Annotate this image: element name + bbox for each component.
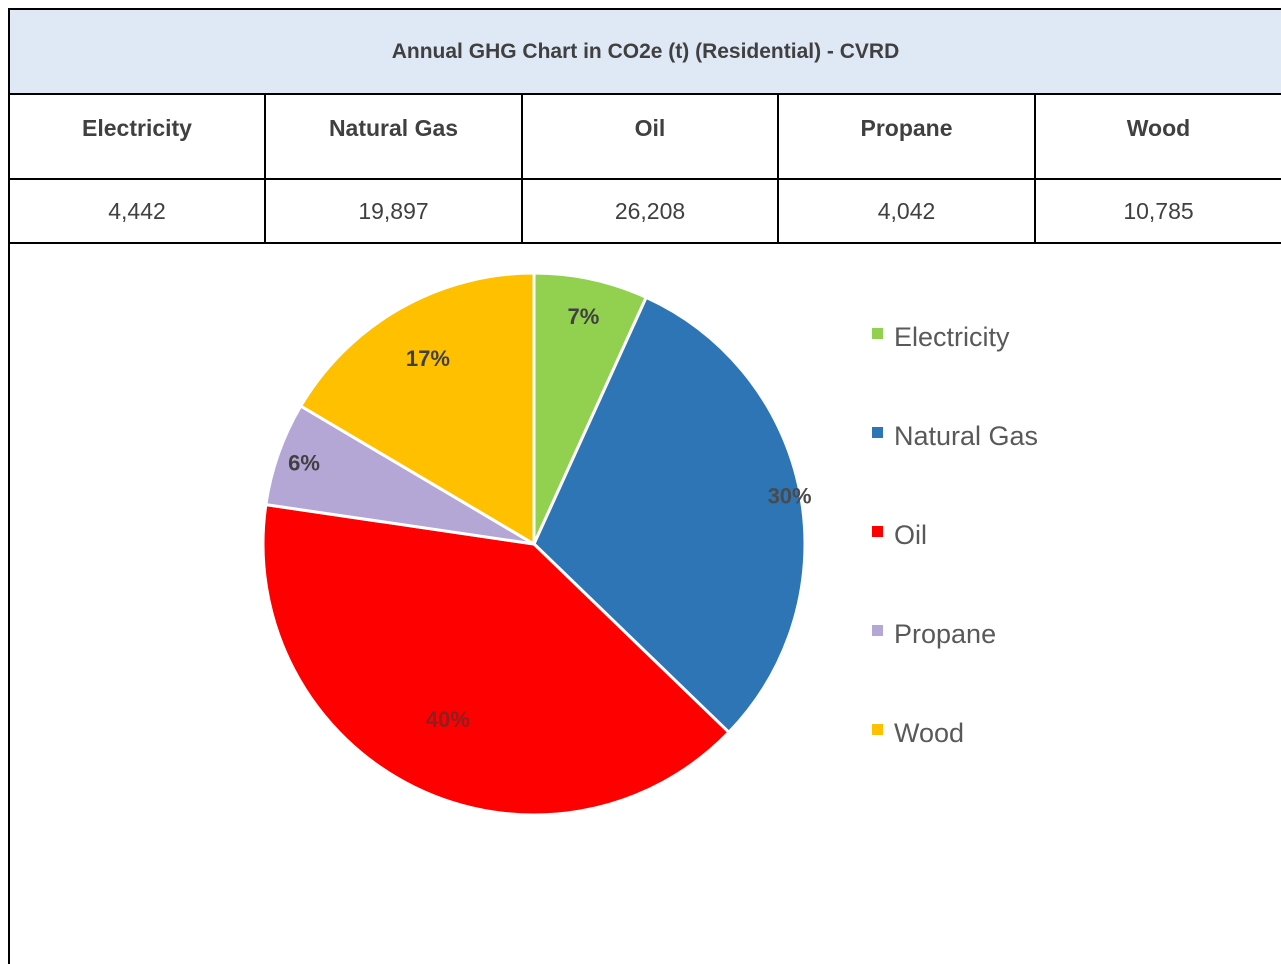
legend-label-electricity: Electricity <box>894 322 1010 352</box>
data-label-natural-gas: 30% <box>768 483 812 508</box>
header-electricity: Electricity <box>8 95 264 180</box>
pie-chart: 7% 30% 40% 6% 17% Electricity Natural Gas Oil Pr… <box>261 271 1038 817</box>
table-value-row: 4,442 19,897 26,208 4,042 10,785 <box>8 180 1281 244</box>
pie-slice-natural-gas <box>532 295 807 735</box>
pie-slice-electricity <box>532 271 649 545</box>
value-wood: 10,785 <box>1034 180 1281 244</box>
legend-swatch-electricity <box>872 328 883 339</box>
legend-swatch-natural-gas <box>872 427 883 438</box>
legend-swatch-oil <box>872 526 883 537</box>
ghg-panel: Annual GHG Chart in CO2e (t) (Residentia… <box>8 8 1281 964</box>
table-title: Annual GHG Chart in CO2e (t) (Residentia… <box>8 8 1281 95</box>
data-label-wood: 17% <box>406 346 450 371</box>
value-electricity: 4,442 <box>8 180 264 244</box>
pie-slice-oil <box>261 502 731 817</box>
data-label-electricity: 7% <box>567 304 599 329</box>
legend-swatch-wood <box>872 724 883 735</box>
header-oil: Oil <box>521 95 777 180</box>
header-wood: Wood <box>1034 95 1281 180</box>
legend-label-propane: Propane <box>894 619 996 649</box>
data-label-propane: 6% <box>288 451 320 476</box>
data-label-oil: 40% <box>426 707 470 732</box>
legend-label-natural-gas: Natural Gas <box>894 421 1038 451</box>
legend-label-oil: Oil <box>894 520 927 550</box>
value-propane: 4,042 <box>777 180 1034 244</box>
legend-swatch-propane <box>872 625 883 636</box>
header-natural-gas: Natural Gas <box>264 95 521 180</box>
header-propane: Propane <box>777 95 1034 180</box>
legend-label-wood: Wood <box>894 718 964 748</box>
value-oil: 26,208 <box>521 180 777 244</box>
pie-chart-area: 7% 30% 40% 6% 17% Electricity Natural Gas Oil Pr… <box>8 244 1281 964</box>
table-header-row: Electricity Natural Gas Oil Propane Wood <box>8 95 1281 180</box>
value-natural-gas: 19,897 <box>264 180 521 244</box>
pie-slice-wood <box>298 271 536 547</box>
